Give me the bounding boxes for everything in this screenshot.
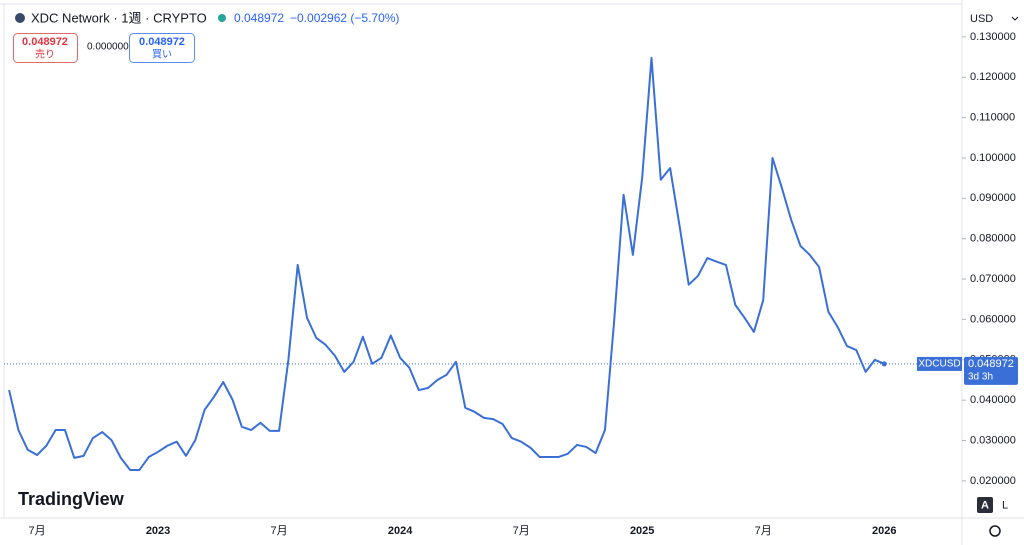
- symbol-tag: [917, 356, 962, 371]
- settings-icon[interactable]: [989, 525, 1001, 537]
- y-tick-label: 0.080000: [970, 233, 1016, 245]
- x-tick-label: 7月: [513, 525, 530, 537]
- sell-label: 売り: [35, 48, 55, 61]
- last-point: [881, 361, 887, 367]
- currency[interactable]: USD: [970, 13, 993, 25]
- market-status: [218, 14, 226, 22]
- price-tag: [964, 356, 1018, 385]
- y-tick-label: 0.030000: [970, 434, 1016, 446]
- price-tag-label: 0.048972: [968, 358, 1014, 370]
- currency-chevron: [1011, 16, 1019, 21]
- x-tick-label: 7月: [271, 525, 288, 537]
- y-tick-label: 0.070000: [970, 273, 1016, 285]
- x-tick-label: 2024: [388, 525, 413, 537]
- symbol-icon: [15, 13, 25, 23]
- x-tick-label: 2023: [146, 525, 170, 537]
- log-button[interactable]: L: [1002, 499, 1008, 511]
- y-tick-label: 0.020000: [970, 475, 1016, 487]
- x-tick-label: 2026: [872, 525, 896, 537]
- buy-button[interactable]: [129, 33, 195, 63]
- spread: 0.000000: [87, 42, 129, 53]
- sell-button[interactable]: [13, 33, 78, 63]
- x-tick-label: 7月: [755, 525, 772, 537]
- countdown: 3d 3h: [968, 372, 993, 383]
- y-tick-label: 0.060000: [970, 313, 1016, 325]
- price-change: −0.002962 (−5.70%): [290, 11, 399, 25]
- y-tick-label: 0.130000: [970, 31, 1016, 43]
- brand: TradingView: [18, 489, 125, 509]
- buy-label: 買い: [152, 49, 172, 61]
- auto-label: A: [981, 499, 989, 511]
- buy-price: 0.048972: [139, 36, 185, 48]
- y-tick-label: 0.120000: [970, 71, 1016, 83]
- auto-button[interactable]: [977, 497, 993, 513]
- price-line: [8, 56, 885, 471]
- x-tick-label: 7月: [28, 525, 45, 537]
- y-tick-label: 0.090000: [970, 192, 1016, 204]
- symbol-tag-label: XDCUSD: [918, 359, 960, 370]
- y-tick-label: 0.110000: [970, 112, 1015, 124]
- y-tick-label: 0.100000: [970, 152, 1016, 164]
- symbol-title[interactable]: XDC Network · 1週 · CRYPTO: [31, 10, 207, 25]
- x-tick-label: 2025: [630, 525, 654, 537]
- sell-price: 0.048972: [22, 36, 68, 48]
- last-price: 0.048972: [234, 11, 284, 25]
- y-tick-label: 0.040000: [970, 394, 1016, 406]
